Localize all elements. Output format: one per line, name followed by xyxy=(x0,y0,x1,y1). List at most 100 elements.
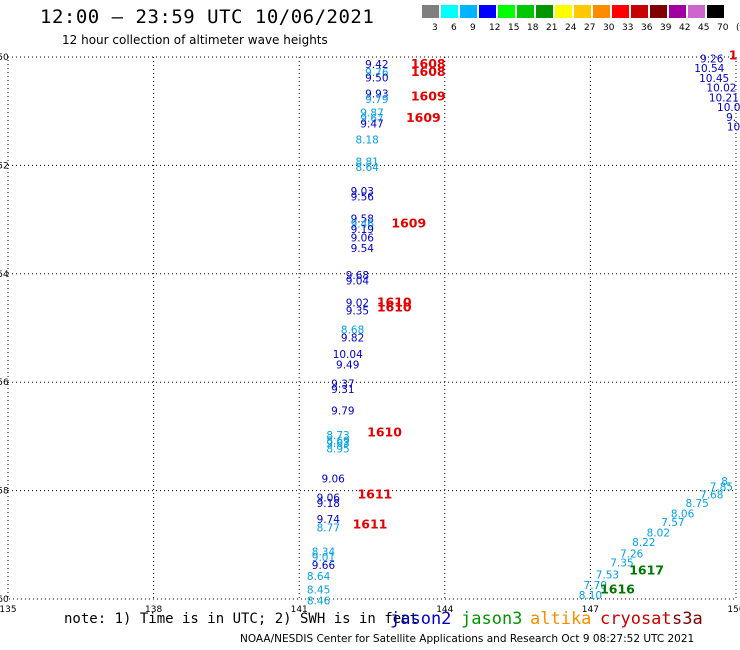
wave-height-value: 8.02 xyxy=(647,528,670,540)
wave-height-value: 9.47 xyxy=(360,118,383,130)
y-tick-label: -54 xyxy=(0,270,9,280)
time-tag: 1609 xyxy=(391,216,426,231)
scale-swatch xyxy=(669,5,686,18)
wave-height-value: 8.10 xyxy=(579,590,602,602)
time-tag: 1611 xyxy=(353,517,388,532)
scale-swatch xyxy=(498,5,515,18)
scale-swatch xyxy=(612,5,629,18)
scale-label: 42 xyxy=(679,23,691,33)
wave-height-value: 9.18 xyxy=(317,498,340,510)
scale-label: 33 xyxy=(622,23,634,33)
wave-height-value: 9.26 xyxy=(700,53,724,65)
time-tag: 1609 xyxy=(406,110,441,125)
wave-height-value: 9.50 xyxy=(365,72,388,84)
time-tag: 1610 xyxy=(377,300,412,315)
wave-height-value: 8.34 xyxy=(312,547,336,559)
wave-height-value: 9.58 xyxy=(351,213,374,225)
time-tag: 1610 xyxy=(367,424,402,439)
wave-height-value: 7.26 xyxy=(620,548,644,560)
wave-height-value: 9.42 xyxy=(365,59,388,71)
legend-cryosat: cryosat xyxy=(600,609,672,629)
wave-height-value: 8.95 xyxy=(326,444,349,456)
y-tick-label: -52 xyxy=(0,161,9,171)
wave-height-value: 9.66 xyxy=(312,560,336,572)
scale-swatch xyxy=(593,5,610,18)
scale-label: 70 xyxy=(717,23,729,33)
scale-label: 6 xyxy=(451,23,457,33)
wave-height-value: 9. xyxy=(726,112,736,124)
wave-height-value: 8.46 xyxy=(307,595,331,607)
scale-label: 9 xyxy=(470,23,476,33)
scale-swatch xyxy=(555,5,572,18)
scale-swatch xyxy=(650,5,667,18)
wave-height-value: 7.85 xyxy=(710,482,733,494)
wave-height-value: 9.79 xyxy=(331,406,354,418)
scale-label: 12 xyxy=(489,23,501,33)
wave-height-value: 9.31 xyxy=(331,384,354,396)
wave-height-value: 9.04 xyxy=(346,276,370,288)
wave-height-value: 9.06 xyxy=(321,473,345,485)
wave-height-value: 9.79 xyxy=(365,94,388,106)
time-tag: 1616 xyxy=(600,582,635,597)
x-tick-label: 144 xyxy=(436,605,453,615)
wave-height-value: 9.67 xyxy=(360,113,383,125)
scale-swatch xyxy=(441,5,458,18)
wave-height-value: 10.54 xyxy=(694,63,724,75)
wave-height-value: 8.22 xyxy=(632,537,655,549)
scale-label: 15 xyxy=(508,23,520,33)
scale-swatch xyxy=(631,5,648,18)
wave-height-value: 8.81 xyxy=(355,156,378,168)
wave-height-value: 9.76 xyxy=(365,67,389,79)
wave-height-value: 8.06 xyxy=(671,509,695,521)
scale-swatch xyxy=(536,5,553,18)
wave-height-value: 9.06 xyxy=(351,232,375,244)
scale-label: 27 xyxy=(584,23,596,33)
wave-height-value: 8.64 xyxy=(355,162,379,174)
legend-s3a: s3a xyxy=(672,609,703,629)
wave-height-value: 9.06 xyxy=(317,492,341,504)
wave-height-value: 7.57 xyxy=(661,517,684,529)
scale-swatch xyxy=(517,5,534,18)
plot-frame xyxy=(7,56,737,600)
credit-line: NOAA/NESDIS Center for Satellite Applica… xyxy=(240,633,695,645)
scale-label: 36 xyxy=(641,23,653,33)
wave-height-value: 10.04 xyxy=(333,349,363,361)
scale-swatch xyxy=(479,5,496,18)
scale-label: 30 xyxy=(603,23,615,33)
x-tick-label: 150 xyxy=(727,605,740,615)
scale-label: 3 xyxy=(432,23,438,33)
chart-title: 12:00 – 23:59 UTC 10/06/2021 xyxy=(40,6,375,28)
wave-height-value: 8.77 xyxy=(317,522,340,534)
wave-height-value: 9.19 xyxy=(351,224,374,236)
wave-height-value: 9.37 xyxy=(331,379,354,391)
time-tag: 1610 xyxy=(377,294,412,309)
scale-swatch xyxy=(688,5,705,18)
footer-note: note: 1) Time is in UTC; 2) SWH is in fe… xyxy=(64,611,419,627)
legend-jason2: jason2 xyxy=(390,609,452,629)
wave-height-value: 7.70 xyxy=(584,580,607,592)
x-tick-label: 141 xyxy=(291,605,308,615)
wave-height-value: 9.82 xyxy=(341,333,364,345)
scale-swatch xyxy=(422,5,439,18)
y-tick-label: -58 xyxy=(0,487,9,497)
time-tag: 1 xyxy=(729,48,738,63)
wave-height-value: 10.0 xyxy=(717,102,740,114)
scale-label: 18 xyxy=(527,23,539,33)
chart-subtitle: 12 hour collection of altimeter wave hei… xyxy=(62,33,328,47)
x-tick-label: 147 xyxy=(582,605,599,615)
wave-height-value: 9.93 xyxy=(365,89,388,101)
x-tick-label: 138 xyxy=(145,605,162,615)
scale-label: 21 xyxy=(546,23,558,33)
y-tick-label: -56 xyxy=(0,378,9,388)
wave-height-value: 9.35 xyxy=(346,305,369,317)
wave-height-value: 7.35 xyxy=(610,557,633,569)
wave-height-value: 10.45 xyxy=(699,73,729,85)
wave-height-value: 10.02 xyxy=(706,83,736,95)
wave-height-value: 8.64 xyxy=(307,571,331,583)
wave-height-value: 9.54 xyxy=(351,243,375,255)
wave-height-value: 9.02 xyxy=(346,297,369,309)
wave-height-value: 8.68 xyxy=(341,324,364,336)
legend-jason3: jason3 xyxy=(461,609,523,629)
wave-height-value: 8.45 xyxy=(307,585,330,597)
wave-height-value: 9.68 xyxy=(346,270,369,282)
